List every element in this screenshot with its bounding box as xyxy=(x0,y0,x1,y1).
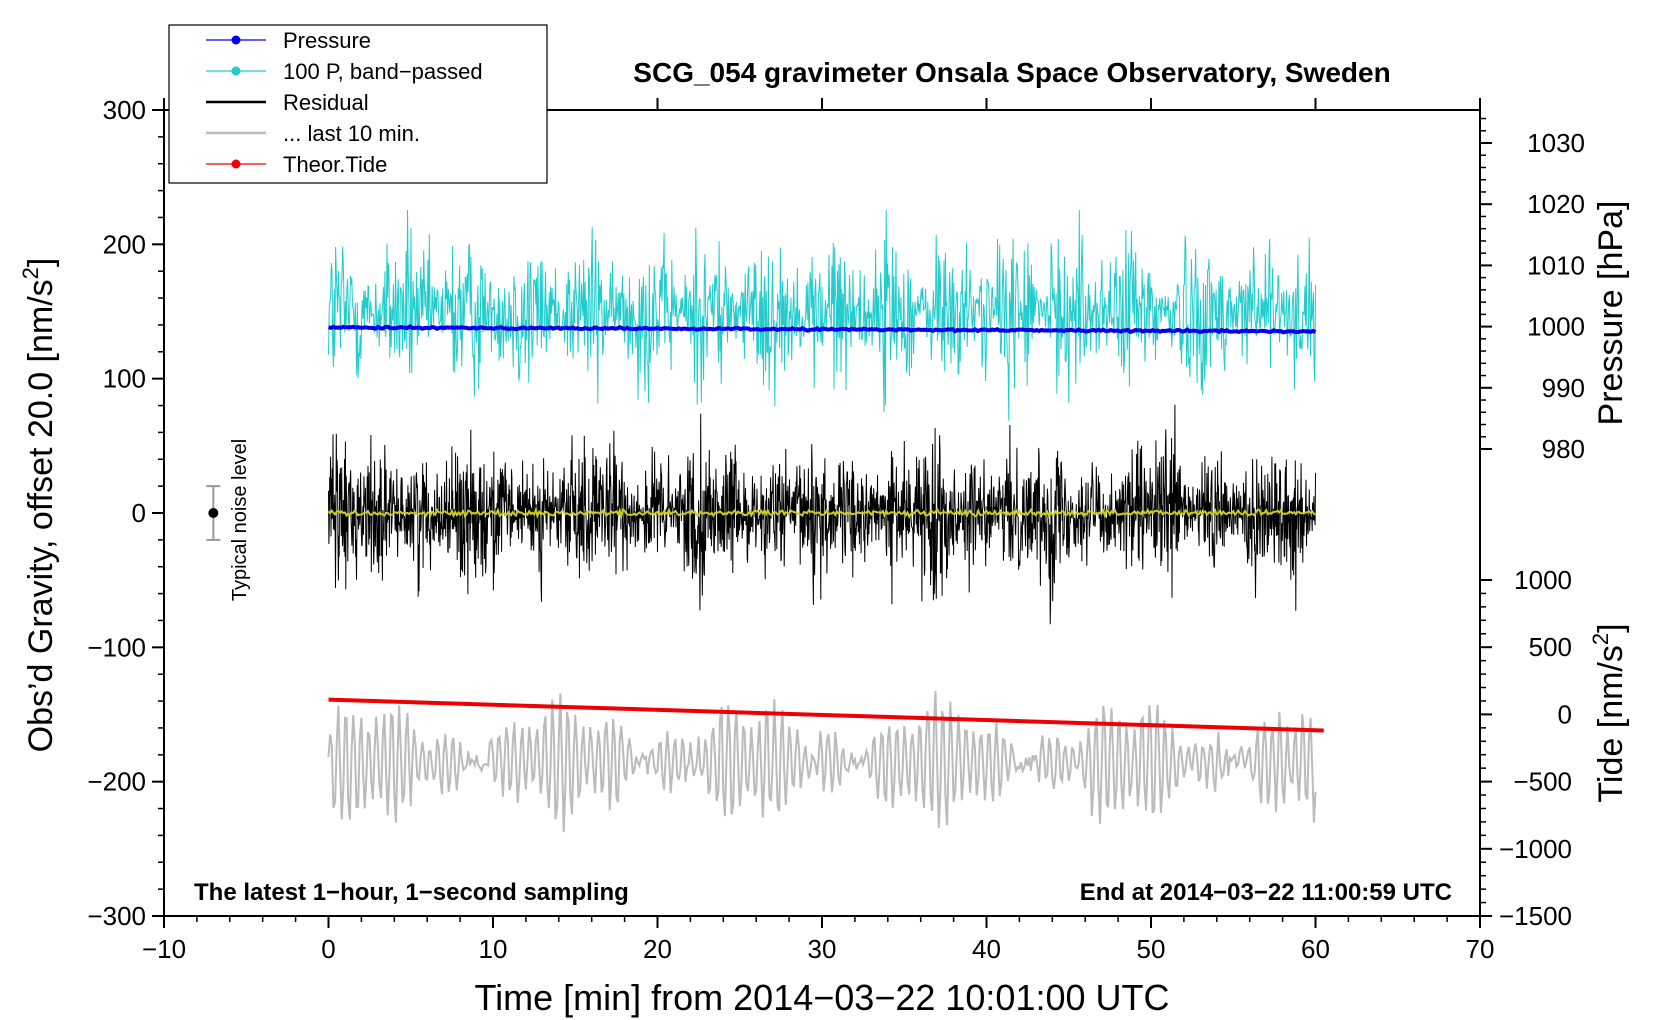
legend-label: 100 P, band−passed xyxy=(283,59,483,84)
pressure-tick-label: 990 xyxy=(1542,373,1585,403)
legend-swatch-marker xyxy=(231,35,241,45)
y-tick-label-left: 300 xyxy=(103,95,146,125)
pressure-tick-label: 980 xyxy=(1542,434,1585,464)
x-tick-label: 10 xyxy=(479,934,508,964)
y-tick-label-left: −100 xyxy=(87,632,146,662)
pressure-tick-label: 1000 xyxy=(1527,312,1585,342)
y-axis-label-tide-sup: 2 xyxy=(1588,633,1613,645)
legend-label: Theor.Tide xyxy=(283,152,387,177)
series-bandpassed-pressure xyxy=(328,209,1316,421)
y-axis-label-left-main: Obs’d Gravity, offset 20.0 [nm/s xyxy=(22,279,60,752)
x-axis-label: Time [min] from 2014−03−22 10:01:00 UTC xyxy=(474,977,1169,1018)
tide-tick-label: 1000 xyxy=(1514,565,1572,595)
y-tick-label-left: 200 xyxy=(103,229,146,259)
annotation-sampling: The latest 1−hour, 1−second sampling xyxy=(194,879,629,906)
x-tick-label: 60 xyxy=(1301,934,1330,964)
noise-level-marker xyxy=(206,485,221,541)
series-layer xyxy=(327,209,1324,833)
y-tick-label-left: 100 xyxy=(103,364,146,394)
legend-swatch-marker xyxy=(231,159,241,169)
y-axis-label-left-end: ] xyxy=(22,258,60,267)
legend-label: ... last 10 min. xyxy=(283,121,420,146)
y-tick-label-left: −300 xyxy=(87,901,146,931)
series-pressure xyxy=(328,324,1317,335)
legend-item: 100 P, band−passed xyxy=(206,59,483,84)
legend-item: Pressure xyxy=(206,28,371,53)
y-axis-label-tide: Tide [nm/s2] xyxy=(1588,623,1630,802)
legend-label: Residual xyxy=(283,90,369,115)
pressure-tick-label: 1030 xyxy=(1527,128,1585,158)
series-theor-tide xyxy=(328,697,1324,733)
tide-tick-label: −1500 xyxy=(1499,901,1572,931)
x-tick-label: 20 xyxy=(643,934,672,964)
noise-center-dot xyxy=(208,508,219,518)
annotation-end-time: End at 2014−03−22 11:00:59 UTC xyxy=(1080,879,1452,906)
legend-item: ... last 10 min. xyxy=(206,121,420,146)
tide-tick-label: −1000 xyxy=(1499,834,1572,864)
legend-item: Residual xyxy=(206,90,369,115)
tide-tick-label: 0 xyxy=(1558,699,1572,729)
y-axis-label-tide-main: Tide [nm/s xyxy=(1592,645,1630,802)
x-tick-label: 30 xyxy=(808,934,837,964)
y-axis-label-pressure: Pressure [hPa] xyxy=(1592,201,1630,426)
series-residual xyxy=(328,404,1316,625)
tide-tick-label: −500 xyxy=(1513,767,1572,797)
tide-tick-label: 500 xyxy=(1529,632,1572,662)
series-residual-smoothed xyxy=(327,506,1316,520)
legend-box xyxy=(168,24,548,184)
x-tick-label: 40 xyxy=(972,934,1001,964)
pressure-tick-label: 1010 xyxy=(1527,250,1585,280)
chart-title: SCG_054 gravimeter Onsala Space Observat… xyxy=(633,57,1390,88)
y-tick-label-left: −200 xyxy=(87,767,146,797)
x-tick-label: −10 xyxy=(142,934,186,964)
axis-layer: −10 0 10 20 30 40 50 60 70−300−200−1000100200300… xyxy=(87,95,1585,964)
y-axis-label-tide-end: ] xyxy=(1592,623,1630,632)
legend-swatch-marker xyxy=(231,66,241,76)
x-tick-label: 50 xyxy=(1137,934,1166,964)
y-axis-label-left-sup: 2 xyxy=(18,267,43,279)
y-axis-label-left: Obs’d Gravity, offset 20.0 [nm/s2] xyxy=(18,258,60,753)
noise-level-label: Typical noise level xyxy=(229,439,251,601)
pressure-tick-label: 1020 xyxy=(1527,189,1585,219)
y-tick-label-left: 0 xyxy=(132,498,146,528)
x-tick-label: 0 xyxy=(321,934,335,964)
legend: Pressure 100 P, band−passed Residual ... la… xyxy=(168,24,548,184)
legend-item: Theor.Tide xyxy=(206,152,387,177)
series-last-10-min xyxy=(327,690,1317,833)
x-tick-label: 70 xyxy=(1466,934,1495,964)
legend-label: Pressure xyxy=(283,28,371,53)
